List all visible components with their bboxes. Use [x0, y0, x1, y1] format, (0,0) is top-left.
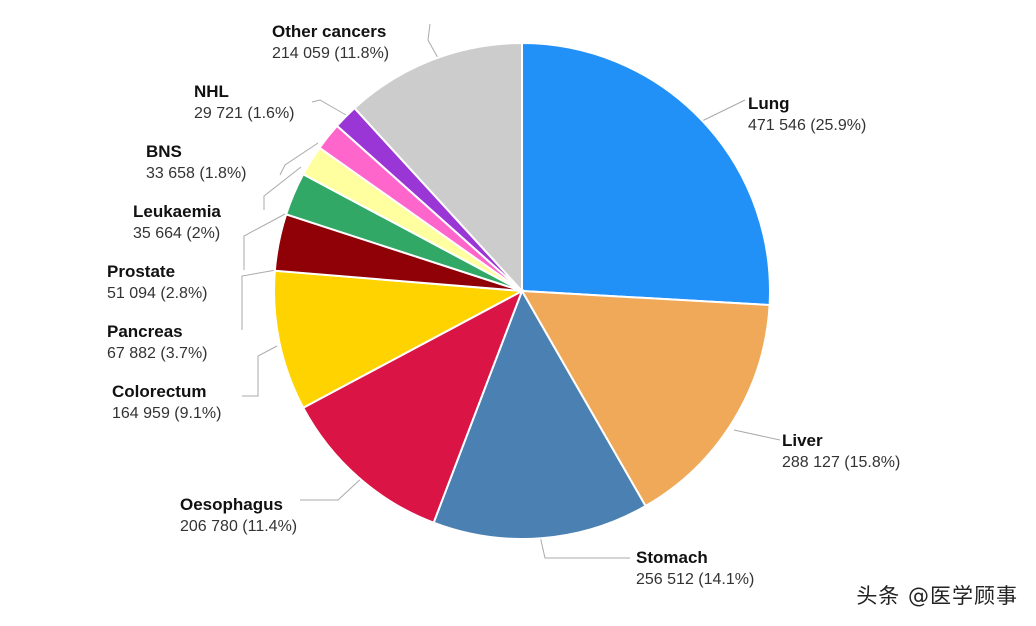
leader-line-pancreas [241, 269, 277, 330]
leader-line-stomach [539, 535, 630, 559]
slice-value-liver: 288 127 (15.8%) [782, 454, 900, 471]
slice-value-bns: 33 658 (1.8%) [146, 165, 247, 182]
leader-line-prostate [243, 213, 286, 270]
leader-line-nhl [311, 99, 347, 116]
slice-value-leukaemia: 35 664 (2%) [133, 225, 220, 242]
slice-label-lung: Lung [748, 94, 790, 113]
leader-line-colorectum [242, 345, 278, 397]
watermark: 头条 @医学顾事 [856, 584, 1018, 608]
slice-label-liver: Liver [782, 431, 823, 450]
slice-label-other-cancers: Other cancers [272, 22, 386, 41]
pie-slice-liver[interactable] [520, 289, 771, 508]
slice-value-nhl: 29 721 (1.6%) [194, 105, 295, 122]
slice-value-oesophagus: 206 780 (11.4%) [180, 518, 297, 535]
slice-value-pancreas: 67 882 (3.7%) [107, 345, 208, 362]
pie-slice-colorectum[interactable] [273, 269, 526, 410]
pie-slice-lung[interactable] [521, 41, 771, 307]
leader-line-lung [699, 99, 746, 123]
slice-label-nhl: NHL [194, 82, 229, 101]
slice-value-other-cancers: 214 059 (11.8%) [272, 45, 389, 62]
leader-line-other-cancers [427, 23, 439, 59]
pie-slice-other-cancers[interactable] [353, 41, 523, 294]
slice-value-prostate: 51 094 (2.8%) [107, 285, 208, 302]
slice-label-bns: BNS [146, 142, 182, 161]
slice-label-colorectum: Colorectum [112, 382, 206, 401]
pie-slice-oesophagus[interactable] [301, 288, 524, 525]
leader-line-bns [279, 142, 319, 176]
slice-label-prostate: Prostate [107, 262, 175, 281]
leader-line-leukaemia [263, 166, 302, 210]
slice-value-colorectum: 164 959 (9.1%) [112, 405, 221, 422]
slice-label-stomach: Stomach [636, 548, 708, 567]
slice-value-lung: 471 546 (25.9%) [748, 117, 866, 134]
slice-label-leukaemia: Leukaemia [133, 202, 221, 221]
leader-line-liver [733, 429, 781, 441]
slice-label-oesophagus: Oesophagus [180, 495, 283, 514]
slice-value-stomach: 256 512 (14.1%) [636, 571, 754, 588]
leader-line-oesophagus [300, 475, 365, 501]
slice-label-pancreas: Pancreas [107, 322, 183, 341]
pie-slice-stomach[interactable] [432, 288, 647, 540]
